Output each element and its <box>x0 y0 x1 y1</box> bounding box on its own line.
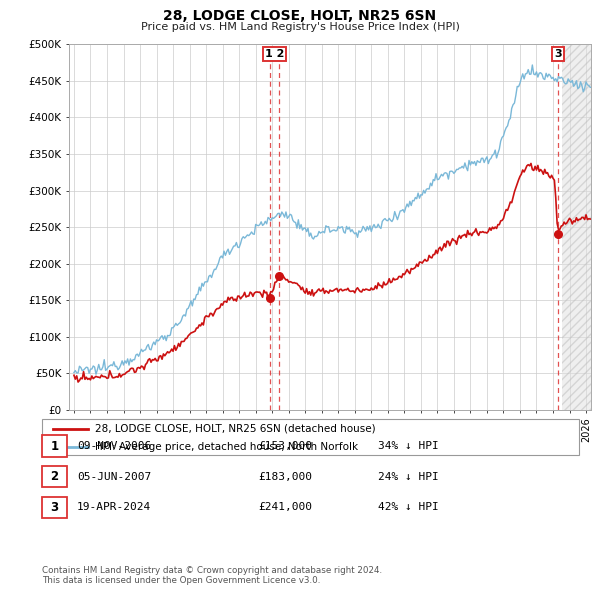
Text: 19-APR-2024: 19-APR-2024 <box>77 503 151 512</box>
FancyBboxPatch shape <box>42 419 579 455</box>
Text: 1: 1 <box>50 440 59 453</box>
Text: 28, LODGE CLOSE, HOLT, NR25 6SN: 28, LODGE CLOSE, HOLT, NR25 6SN <box>163 9 437 24</box>
Bar <box>562 44 599 410</box>
Text: 3: 3 <box>554 50 562 60</box>
Text: 3: 3 <box>50 501 59 514</box>
Text: 34% ↓ HPI: 34% ↓ HPI <box>378 441 439 451</box>
Text: £183,000: £183,000 <box>258 472 312 481</box>
Text: 09-NOV-2006: 09-NOV-2006 <box>77 441 151 451</box>
Text: 05-JUN-2007: 05-JUN-2007 <box>77 472 151 481</box>
Text: 24% ↓ HPI: 24% ↓ HPI <box>378 472 439 481</box>
Text: 28, LODGE CLOSE, HOLT, NR25 6SN (detached house): 28, LODGE CLOSE, HOLT, NR25 6SN (detache… <box>95 424 375 434</box>
Text: 1 2: 1 2 <box>265 50 284 60</box>
Text: HPI: Average price, detached house, North Norfolk: HPI: Average price, detached house, Nort… <box>95 442 358 453</box>
Text: 2: 2 <box>50 470 59 483</box>
Text: Contains HM Land Registry data © Crown copyright and database right 2024.
This d: Contains HM Land Registry data © Crown c… <box>42 566 382 585</box>
Text: Price paid vs. HM Land Registry's House Price Index (HPI): Price paid vs. HM Land Registry's House … <box>140 22 460 32</box>
Text: £153,000: £153,000 <box>258 441 312 451</box>
Text: 42% ↓ HPI: 42% ↓ HPI <box>378 503 439 512</box>
Text: £241,000: £241,000 <box>258 503 312 512</box>
